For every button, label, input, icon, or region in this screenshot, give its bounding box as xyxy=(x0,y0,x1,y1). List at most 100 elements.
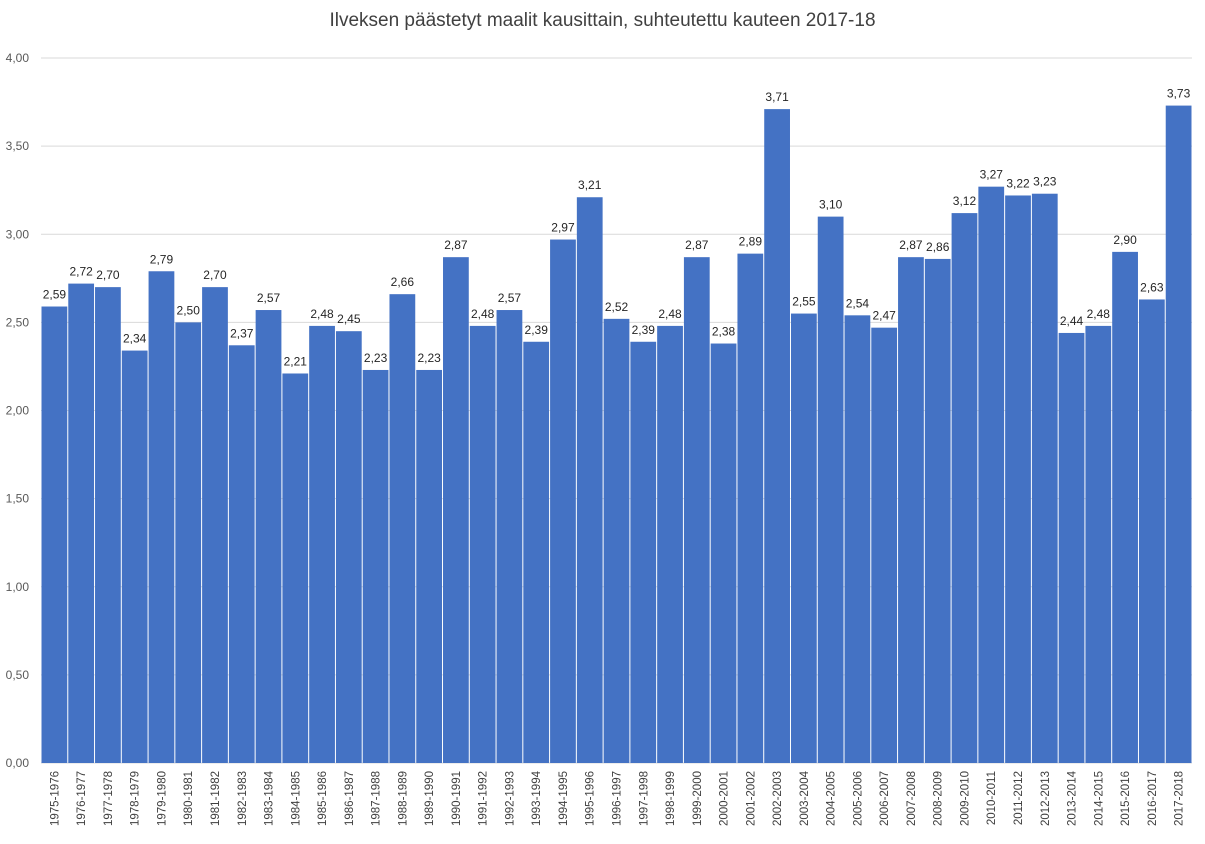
bar xyxy=(95,287,121,763)
x-tick-label: 1985-1986 xyxy=(317,771,329,826)
x-tick-label: 1991-1992 xyxy=(478,771,490,826)
y-tick-label: 2,50 xyxy=(6,315,30,329)
x-tick-label: 1988-1989 xyxy=(397,771,409,826)
data-label: 2,57 xyxy=(257,291,281,305)
bar xyxy=(683,257,710,763)
data-label: 2,48 xyxy=(310,307,334,321)
x-tick-label: 1979-1980 xyxy=(156,771,168,826)
data-label: 3,27 xyxy=(980,168,1004,182)
data-label: 2,48 xyxy=(658,307,682,321)
data-label: 2,34 xyxy=(123,332,147,346)
data-label: 2,23 xyxy=(417,351,441,365)
x-tick-label: 1990-1991 xyxy=(451,771,463,826)
data-label: 3,10 xyxy=(819,198,843,212)
bar xyxy=(228,345,255,763)
data-label: 2,50 xyxy=(177,303,201,317)
x-tick-label: 1976-1977 xyxy=(76,771,88,826)
data-label: 2,21 xyxy=(284,354,308,368)
bar xyxy=(469,325,496,763)
y-tick-label: 0,50 xyxy=(6,668,30,682)
data-label: 2,79 xyxy=(150,252,174,266)
x-tick-label: 2007-2008 xyxy=(906,771,918,826)
data-label: 2,23 xyxy=(364,351,388,365)
x-tick-label: 1989-1990 xyxy=(424,771,436,826)
x-tick-label: 2005-2006 xyxy=(852,771,864,826)
x-tick-label: 1995-1996 xyxy=(585,771,597,826)
bar xyxy=(1058,332,1085,763)
data-label: 2,48 xyxy=(1087,307,1111,321)
x-tick-label: 1984-1985 xyxy=(290,771,302,826)
data-label: 2,38 xyxy=(712,325,736,339)
x-tick-label: 1994-1995 xyxy=(558,771,570,826)
x-tick-label: 2008-2009 xyxy=(933,771,945,826)
bar xyxy=(550,239,576,764)
bar xyxy=(496,310,523,763)
data-label: 2,54 xyxy=(846,296,870,310)
bar xyxy=(1165,105,1192,763)
x-tick-label: 2014-2015 xyxy=(1093,771,1105,826)
y-tick-label: 3,00 xyxy=(6,227,30,241)
bar xyxy=(764,109,790,764)
data-label: 3,73 xyxy=(1167,87,1191,101)
bar xyxy=(657,325,683,763)
x-tick-label: 2003-2004 xyxy=(799,770,811,826)
bar xyxy=(790,313,817,763)
x-tick-label: 2012-2013 xyxy=(1040,771,1052,826)
chart-title: Ilveksen päästetyt maalit kausittain, su… xyxy=(329,10,876,31)
bar xyxy=(1112,251,1138,763)
data-label: 2,86 xyxy=(926,240,950,254)
x-tick-label: 2016-2017 xyxy=(1147,771,1159,826)
data-label: 3,22 xyxy=(1006,176,1030,190)
x-tick-label: 2013-2014 xyxy=(1067,770,1079,826)
x-tick-label: 2017-2018 xyxy=(1174,771,1186,826)
bar xyxy=(924,258,951,763)
data-label: 2,45 xyxy=(337,312,361,326)
y-tick-label: 2,00 xyxy=(6,404,30,418)
bar xyxy=(68,283,95,763)
bar xyxy=(148,271,175,763)
bar xyxy=(1138,299,1165,763)
y-tick-label: 0,00 xyxy=(6,756,30,770)
y-tick-label: 3,50 xyxy=(6,139,30,153)
data-label: 3,71 xyxy=(765,90,789,104)
data-label: 3,21 xyxy=(578,178,602,192)
bar xyxy=(523,341,550,763)
data-label: 3,12 xyxy=(953,194,977,208)
x-tick-label: 1998-1999 xyxy=(665,771,677,826)
x-tick-label: 2006-2007 xyxy=(879,771,891,826)
bar xyxy=(603,318,630,763)
x-tick-label: 1997-1998 xyxy=(638,771,650,826)
y-tick-label: 1,00 xyxy=(6,580,30,594)
data-label: 2,87 xyxy=(685,238,709,252)
bar xyxy=(202,287,228,763)
bar xyxy=(416,369,443,763)
data-label: 2,37 xyxy=(230,326,254,340)
x-tick-label: 1999-2000 xyxy=(692,771,704,826)
y-tick-label: 1,50 xyxy=(6,492,30,506)
x-tick-label: 1978-1979 xyxy=(130,771,142,826)
data-label: 2,70 xyxy=(96,268,120,282)
data-label: 2,72 xyxy=(69,265,93,279)
data-label: 2,63 xyxy=(1140,280,1164,294)
data-label: 2,89 xyxy=(739,235,763,249)
bar xyxy=(362,369,389,763)
data-label: 2,52 xyxy=(605,300,629,314)
bar xyxy=(175,322,202,763)
data-label: 2,59 xyxy=(43,288,67,302)
bar xyxy=(121,350,148,763)
bar xyxy=(576,197,603,764)
x-tick-label: 1993-1994 xyxy=(531,770,543,826)
bar xyxy=(389,294,416,763)
data-label: 2,39 xyxy=(525,323,549,337)
bar xyxy=(710,343,737,763)
bar xyxy=(41,306,68,763)
y-tick-label: 4,00 xyxy=(6,51,30,65)
bar xyxy=(255,310,282,763)
bar xyxy=(898,257,924,763)
bar xyxy=(282,373,309,763)
bar xyxy=(737,253,764,763)
data-label: 2,97 xyxy=(551,221,575,235)
data-label: 2,39 xyxy=(632,323,656,337)
data-label: 2,57 xyxy=(498,291,522,305)
data-label: 2,48 xyxy=(471,307,495,321)
